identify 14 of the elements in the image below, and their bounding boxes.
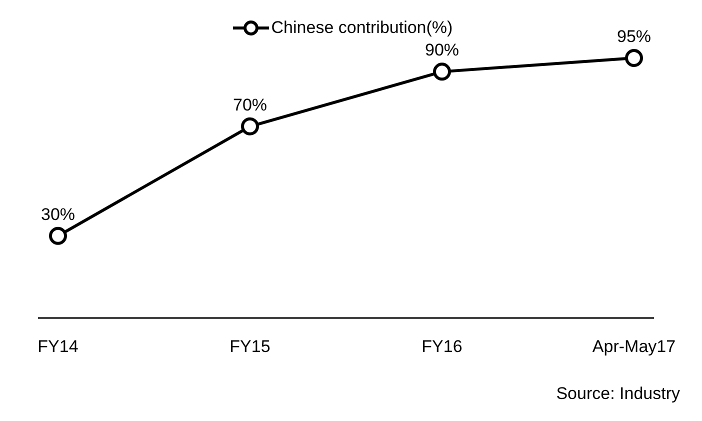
data-label: 95% xyxy=(616,27,652,46)
data-label: 30% xyxy=(40,204,76,224)
point xyxy=(433,62,451,81)
x-tick-label: Apr-May17 xyxy=(592,337,676,356)
x-tick-label: FY14 xyxy=(38,337,78,356)
x-tick-label: FY16 xyxy=(422,337,462,356)
data-label: 70% xyxy=(232,95,268,114)
source-note: Source: Industry xyxy=(555,384,681,404)
legend-label: Chinese contribution(%) xyxy=(271,18,453,38)
point xyxy=(241,117,259,136)
point xyxy=(49,226,67,245)
point xyxy=(625,49,643,67)
data-label: 90% xyxy=(424,40,460,60)
x-tick-label: FY15 xyxy=(230,337,270,356)
